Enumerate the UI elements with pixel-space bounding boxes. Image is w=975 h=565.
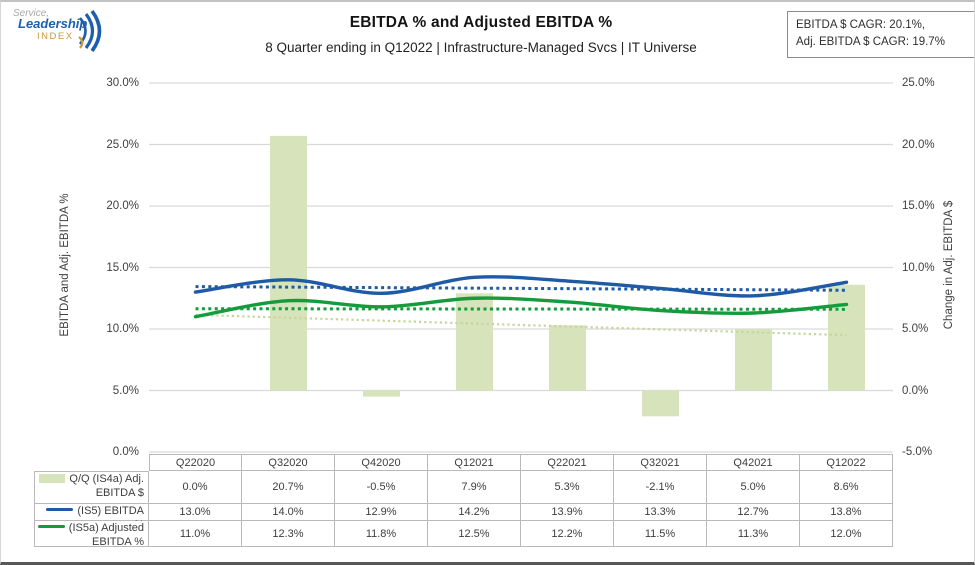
bar-Q42021 (735, 329, 772, 391)
table-cell: 20.7% (242, 471, 335, 504)
table-cell: 12.2% (521, 521, 614, 547)
table-header-cell: Q12021 (428, 454, 521, 471)
axis-tick-label: 5.0% (112, 384, 139, 397)
table-cell: 0.0% (149, 471, 242, 504)
table-cell: 13.9% (521, 504, 614, 521)
logo-word-service: Service, (13, 8, 50, 19)
service-leadership-logo: Service, Leadership INDEX (11, 7, 121, 53)
axis-tick-label: -5.0% (902, 446, 933, 458)
table-cell: 7.9% (428, 471, 521, 504)
logo-swoosh-icon (78, 10, 102, 52)
left-axis-ticks: 30.0% 25.0% 20.0% 15.0% 10.0% 5.0% 0.0% (56, 2, 139, 562)
line-legend-swatch-icon (46, 507, 74, 511)
bar-legend-swatch-icon (39, 474, 66, 483)
axis-tick-label: 10.0% (106, 323, 139, 335)
table-cell: 12.0% (800, 521, 893, 547)
logo-word-index: INDEX (37, 31, 74, 42)
trendline (195, 313, 847, 337)
table-cell: 11.3% (707, 521, 800, 547)
legend-label: Q/Q (IS4a) Adj. EBITDA $ (69, 473, 144, 499)
bar-Q12022 (828, 284, 865, 391)
right-axis-ticks: 25.0% 20.0% 15.0% 10.0% 5.0% 0.0% -5.0% (902, 2, 972, 562)
table-cell: 13.8% (800, 504, 893, 521)
table-cell: 12.7% (707, 504, 800, 521)
table-cell: -0.5% (335, 471, 428, 504)
legend-cell: (IS5a) Adjusted EBITDA % (34, 521, 149, 548)
bar-Q12021 (456, 293, 493, 391)
table-corner-spacer (34, 454, 149, 471)
table-cell: 5.3% (521, 471, 614, 504)
table-cell: 14.2% (428, 504, 521, 521)
table-cell: 13.3% (614, 504, 707, 521)
table-header-cell: Q12022 (800, 454, 893, 471)
legend-label: (IS5a) Adjusted EBITDA % (68, 522, 144, 548)
bar-Q32020 (270, 135, 307, 391)
legend-cell: Q/Q (IS4a) Adj. EBITDA $ (34, 471, 149, 504)
legend-cell: (IS5) EBITDA % (34, 504, 149, 531)
bar-Q32021 (642, 390, 679, 417)
axis-tick-label: 30.0% (106, 77, 139, 89)
table-cell: 8.6% (800, 471, 893, 504)
line-series (193, 296, 849, 319)
bar-Q42020 (363, 390, 400, 397)
table-cell: 14.0% (242, 504, 335, 521)
line-legend-swatch-icon (37, 524, 65, 528)
axis-tick-label: 5.0% (902, 323, 929, 335)
table-cell: 12.5% (428, 521, 521, 547)
title-block: EBITDA % and Adjusted EBITDA % 8 Quarter… (131, 14, 831, 55)
axis-tick-label: 15.0% (106, 261, 139, 274)
line-series (193, 275, 849, 298)
bar-Q22021 (549, 325, 586, 391)
chart-title: EBITDA % and Adjusted EBITDA % (349, 14, 613, 31)
table-cell: 5.0% (707, 471, 800, 504)
axis-tick-label: 10.0% (902, 261, 935, 274)
cagr-callout-box: EBITDA $ CAGR: 20.1%, Adj. EBITDA $ CAGR… (787, 11, 974, 58)
table-cell: 12.3% (242, 521, 335, 547)
left-axis-title: EBITDA and Adj. EBITDA % (59, 193, 71, 337)
table-cell: 12.9% (335, 504, 428, 521)
table-cell: 13.0% (149, 504, 242, 521)
trendline (195, 307, 847, 311)
table-header-cell: Q42021 (707, 454, 800, 471)
axis-tick-label: 25.0% (106, 138, 139, 151)
chart-subtitle: 8 Quarter ending in Q12022 | Infrastruct… (265, 40, 697, 55)
cagr-line-1: EBITDA $ CAGR: 20.1%, (796, 19, 926, 31)
chart-data-table: Q22020 Q32020 Q42020 Q12021 Q22021 Q32021 Q420… (34, 454, 893, 548)
table-header-cell: Q22020 (149, 454, 242, 471)
table-header-cell: Q32020 (242, 454, 335, 471)
table-header-cell: Q22021 (521, 454, 614, 471)
table-header-cell: Q42020 (335, 454, 428, 471)
right-axis-title: Change in Adj. EBITDA $ (943, 200, 955, 330)
logo-word-leadership: Leadership (18, 16, 88, 31)
cagr-line-2: Adj. EBITDA $ CAGR: 19.7% (796, 36, 945, 49)
axis-tick-label: 20.0% (902, 138, 935, 151)
table-cell: 11.8% (335, 521, 428, 547)
table-cell: 11.0% (149, 521, 242, 547)
axis-tick-label: 0.0% (902, 384, 929, 397)
table-header-cell: Q32021 (614, 454, 707, 471)
table-cell: 11.5% (614, 521, 707, 547)
axis-tick-label: 20.0% (106, 200, 139, 212)
table-cell: -2.1% (614, 471, 707, 504)
axis-tick-label: 0.0% (112, 446, 139, 458)
axis-tick-label: 15.0% (902, 200, 935, 212)
axis-tick-label: 25.0% (902, 77, 935, 89)
